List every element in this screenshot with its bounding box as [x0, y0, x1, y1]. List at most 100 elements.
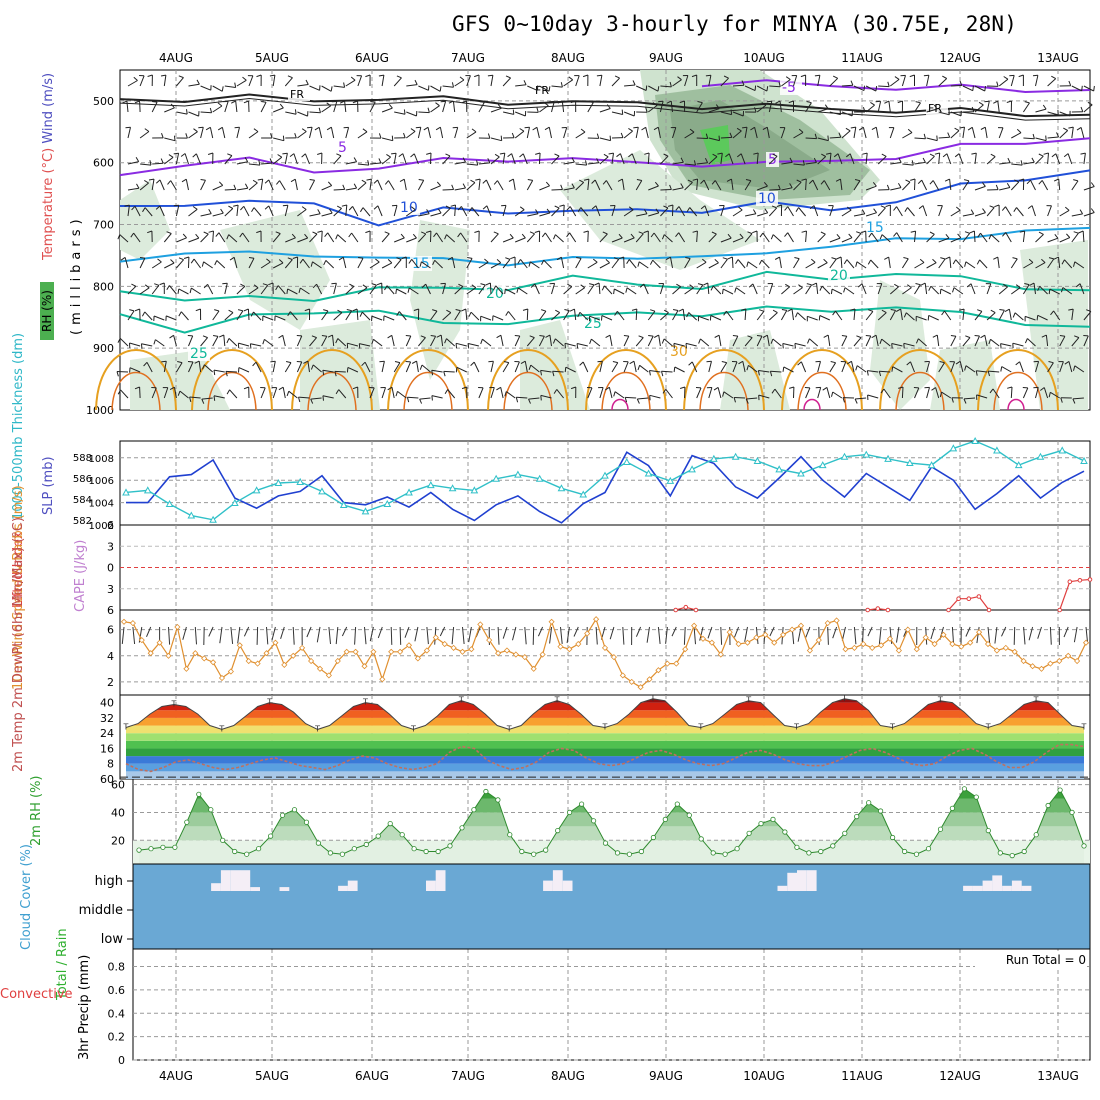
wind-barb: [490, 75, 494, 87]
wind-barb-flag: [517, 259, 521, 264]
wind-barb: [369, 179, 372, 191]
wind-barb: [648, 85, 659, 92]
wind-barb: [357, 131, 368, 139]
wind-barb: [986, 101, 990, 113]
wind-barb: [332, 335, 335, 347]
surface-wind-barb: [987, 626, 991, 644]
wind-barb-flag: [995, 184, 999, 190]
wind-barb: [1083, 153, 1086, 165]
wind-barb-flag: [928, 285, 932, 291]
wind-barb-flag: [310, 261, 313, 267]
wind-barb-flag: [868, 309, 874, 312]
wind-barb-flag: [606, 104, 611, 109]
wind-barb: [1037, 314, 1048, 321]
wind-barb-flag: [131, 205, 136, 211]
rh-point: [590, 818, 597, 824]
wind-barb-flag: [268, 282, 274, 286]
wind-barb: [260, 261, 271, 269]
wind-barb: [289, 311, 298, 321]
wind-barb: [454, 310, 461, 321]
wind-barb: [1055, 153, 1061, 165]
wind-barb: [938, 362, 945, 373]
wind-barb-flag: [358, 257, 364, 259]
wind-barb-flag: [292, 256, 298, 259]
wind-barb-flag: [843, 287, 846, 293]
wind-barb: [490, 233, 499, 243]
wind-barb-flag: [378, 74, 384, 77]
wind-barb: [502, 237, 514, 243]
wind-barb: [672, 161, 684, 165]
wind-barb-flag: [264, 179, 270, 184]
wind-barb-flag: [628, 127, 633, 132]
wind-barb: [297, 209, 307, 217]
wind-barb-flag: [220, 208, 224, 214]
wind-barb: [460, 232, 468, 243]
wind-barb-flag: [166, 285, 170, 291]
wind-barb: [938, 237, 950, 243]
wind-barb: [914, 231, 917, 243]
wind-barb-flag: [850, 80, 854, 86]
wind-barb: [617, 310, 625, 321]
rh-point: [1021, 848, 1027, 855]
surface-wind-barb: [951, 626, 955, 645]
wind-barb-flag: [686, 207, 691, 213]
wind-speed-point: [869, 644, 876, 651]
wind-barb: [805, 387, 811, 399]
run-total-label: Run Total = 0: [1006, 953, 1086, 967]
wind-barb: [829, 205, 834, 217]
wind-barb: [821, 285, 831, 295]
wind-barb: [442, 189, 454, 191]
wind-barb: [1047, 78, 1057, 87]
cloud-level-label: high: [95, 874, 123, 889]
wind-barb-flag: [736, 127, 742, 132]
wind-barb-flag: [772, 153, 778, 157]
wind-barb-flag: [317, 230, 323, 233]
wind-barb: [696, 102, 703, 113]
wind-barb-flag: [911, 160, 914, 166]
wind-barb-flag: [722, 289, 724, 295]
wind-barb-flag: [771, 205, 777, 209]
wind-barb-flag: [798, 128, 804, 133]
wind-barb: [560, 257, 565, 269]
wind-barb-flag: [980, 334, 986, 339]
wind-barb-flag: [278, 334, 283, 339]
wind-barb-flag: [884, 100, 890, 104]
wind-barb-flag: [784, 206, 789, 211]
rh-point: [447, 843, 453, 849]
wind-barb: [720, 362, 728, 373]
wind-barb: [164, 262, 175, 269]
wind-barb-flag: [609, 135, 612, 141]
wind-barb-flag: [1056, 132, 1060, 138]
isotherm-label-bg: [188, 346, 210, 361]
wind-speed-point: [1029, 663, 1036, 670]
wind-barb-flag: [326, 102, 332, 107]
wind-barb: [411, 258, 419, 269]
wind-barb: [779, 101, 782, 113]
wind-barb-flag: [467, 257, 473, 259]
wind-barb: [769, 85, 781, 88]
isotherm-30-arc: [781, 349, 863, 411]
wind-barb-flag: [993, 100, 999, 104]
wind-barb-flag: [240, 205, 245, 211]
wind-barb-flag: [494, 153, 500, 158]
thickness-point: [622, 457, 631, 465]
cloud-background: [133, 864, 1090, 949]
rh-point: [925, 846, 932, 852]
wind-barb-flag: [785, 76, 791, 80]
wind-barb-flag: [116, 371, 119, 377]
wind-barb-flag: [512, 109, 515, 115]
lifted-index-point: [875, 606, 881, 611]
rh-point: [351, 846, 357, 852]
wind-barb-flag: [718, 135, 720, 141]
wind-barb-flag: [787, 308, 793, 312]
wind-barb-flag: [362, 284, 368, 289]
wind-barb-flag: [771, 388, 776, 394]
wind-barb-flag: [868, 232, 873, 238]
wind-barb: [127, 205, 130, 217]
wind-barb: [176, 237, 187, 243]
wind-barb-flag: [842, 397, 845, 403]
wind-barb: [645, 127, 649, 139]
wind-barb-flag: [226, 389, 231, 395]
wind-barb: [255, 361, 262, 373]
wind-barb: [841, 84, 853, 87]
